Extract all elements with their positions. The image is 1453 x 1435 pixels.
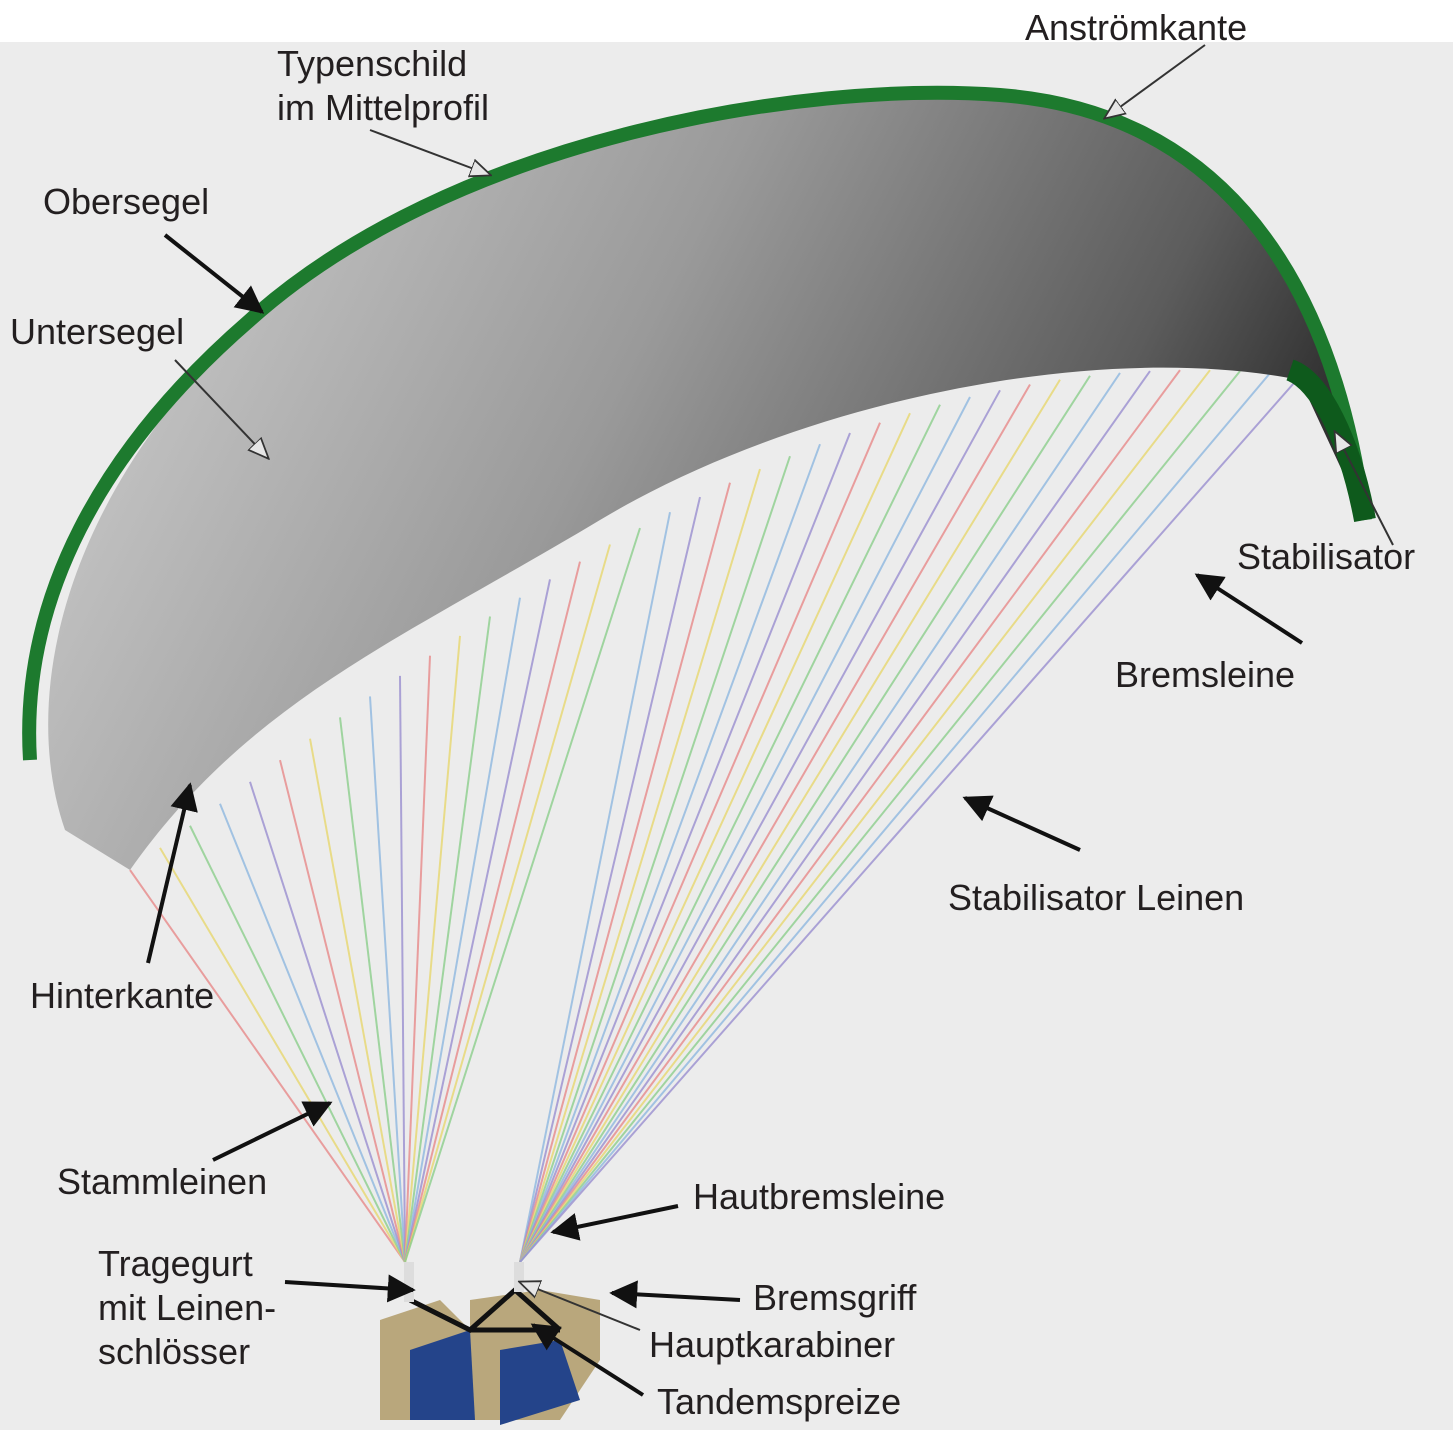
- label: Stammleinen: [57, 1161, 267, 1202]
- label-line: mit Leinen-: [98, 1287, 276, 1328]
- label-line: im Mittelprofil: [277, 87, 489, 128]
- label-line: Hinterkante: [30, 975, 214, 1016]
- label: Stabilisator Leinen: [948, 877, 1244, 918]
- label-line: Tragegurt: [98, 1243, 253, 1284]
- label-line: Anströmkante: [1025, 7, 1247, 48]
- label: Tandemspreize: [657, 1381, 901, 1422]
- label-line: Typenschild: [277, 43, 467, 84]
- label: Hautbremsleine: [693, 1176, 945, 1217]
- label-line: Untersegel: [10, 311, 184, 352]
- label: Anströmkante: [1025, 7, 1247, 48]
- label-line: Hauptkarabiner: [649, 1324, 895, 1365]
- label-line: Stabilisator: [1237, 536, 1415, 577]
- diagram: Anströmkante Typenschildim Mittelprofil Ob…: [0, 0, 1453, 1430]
- label: Hauptkarabiner: [649, 1324, 895, 1365]
- page: Anströmkante Typenschildim Mittelprofil Ob…: [0, 0, 1453, 1430]
- label-line: Obersegel: [43, 181, 209, 222]
- label: Bremsgriff: [753, 1277, 917, 1318]
- label: Untersegel: [10, 311, 184, 352]
- label-line: schlösser: [98, 1331, 250, 1372]
- label-line: Bremsleine: [1115, 654, 1295, 695]
- label-line: Tandemspreize: [657, 1381, 901, 1422]
- label-line: Stabilisator Leinen: [948, 877, 1244, 918]
- label: Obersegel: [43, 181, 209, 222]
- label: Hinterkante: [30, 975, 214, 1016]
- label-line: Hautbremsleine: [693, 1176, 945, 1217]
- label: Stabilisator: [1237, 536, 1415, 577]
- label-line: Stammleinen: [57, 1161, 267, 1202]
- label-line: Bremsgriff: [753, 1277, 917, 1318]
- label: Bremsleine: [1115, 654, 1295, 695]
